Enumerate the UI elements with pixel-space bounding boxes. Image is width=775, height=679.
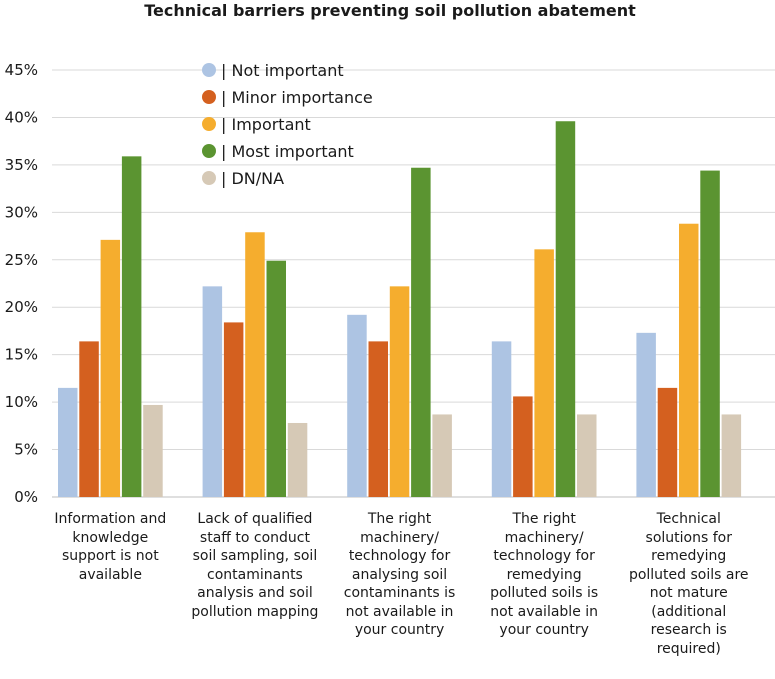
bar (411, 167, 431, 498)
bar (79, 341, 99, 497)
bar (555, 121, 576, 498)
legend-label: | Minor importance (221, 88, 373, 107)
y-tick-label: 10% (5, 393, 38, 411)
y-tick-label: 40% (5, 108, 38, 126)
bar (58, 387, 78, 497)
bar (143, 404, 163, 497)
bars (58, 121, 742, 498)
legend-label: | DN/NA (221, 169, 284, 188)
x-tick-label: Information and knowledge support is not… (54, 511, 167, 583)
y-tick-label: 5% (14, 441, 38, 459)
bar (513, 396, 533, 497)
bar (679, 223, 699, 497)
bar (534, 249, 554, 497)
y-tick-label: 45% (5, 61, 38, 79)
x-tick-label: The right machinery/ technology for anal… (343, 511, 456, 638)
legend-label: | Most important (221, 142, 354, 161)
legend-marker (202, 117, 216, 131)
bar (636, 332, 656, 497)
x-tick-label: Lack of qualified staff to conduct soil … (191, 511, 319, 620)
x-tick-label: The right machinery/ technology for reme… (490, 511, 599, 638)
chart-title: Technical barriers preventing soil pollu… (144, 1, 636, 20)
legend-marker (202, 63, 216, 77)
legend: | Not important | Minor importance | Impor… (202, 61, 373, 188)
y-tick-label: 35% (5, 156, 38, 174)
x-tick-label: Technical solutions for remedying pollut… (628, 511, 749, 657)
y-tick-label: 15% (5, 346, 38, 364)
bar (577, 414, 597, 497)
bar (347, 314, 367, 497)
legend-label: | Not important (221, 61, 344, 80)
bar (202, 286, 223, 497)
bar (432, 414, 452, 497)
y-axis: 0% 5% 10% 15% 20% 25% 30% 35% 40% 45% (5, 61, 38, 506)
bar (223, 322, 244, 497)
bar (368, 341, 388, 497)
legend-marker (202, 90, 216, 104)
legend-marker (202, 144, 216, 158)
legend-marker (202, 171, 216, 185)
bar (389, 286, 410, 497)
bar (245, 232, 265, 497)
y-tick-label: 30% (5, 203, 38, 221)
bar (657, 387, 678, 497)
legend-label: | Important (221, 115, 311, 134)
bar (721, 414, 742, 497)
bar (100, 239, 121, 497)
bar (266, 260, 286, 497)
bar (121, 156, 142, 498)
y-tick-label: 20% (5, 298, 38, 316)
bar (287, 422, 308, 497)
bar (491, 341, 512, 497)
y-tick-label: 0% (14, 488, 38, 506)
y-tick-label: 25% (5, 251, 38, 269)
bar (700, 170, 720, 498)
